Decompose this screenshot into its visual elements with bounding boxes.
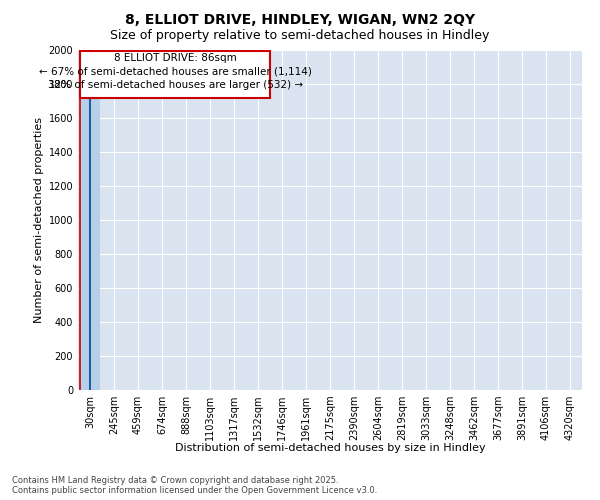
Text: Contains HM Land Registry data © Crown copyright and database right 2025.
Contai: Contains HM Land Registry data © Crown c… bbox=[12, 476, 377, 495]
Text: 8, ELLIOT DRIVE, HINDLEY, WIGAN, WN2 2QY: 8, ELLIOT DRIVE, HINDLEY, WIGAN, WN2 2QY bbox=[125, 12, 475, 26]
Text: Size of property relative to semi-detached houses in Hindley: Size of property relative to semi-detach… bbox=[110, 29, 490, 42]
Y-axis label: Number of semi-detached properties: Number of semi-detached properties bbox=[34, 117, 44, 323]
Text: 8 ELLIOT DRIVE: 86sqm
← 67% of semi-detached houses are smaller (1,114)
32% of s: 8 ELLIOT DRIVE: 86sqm ← 67% of semi-deta… bbox=[39, 54, 311, 90]
Bar bbox=[80, 67, 100, 390]
FancyBboxPatch shape bbox=[80, 51, 270, 98]
X-axis label: Distribution of semi-detached houses by size in Hindley: Distribution of semi-detached houses by … bbox=[175, 444, 485, 454]
